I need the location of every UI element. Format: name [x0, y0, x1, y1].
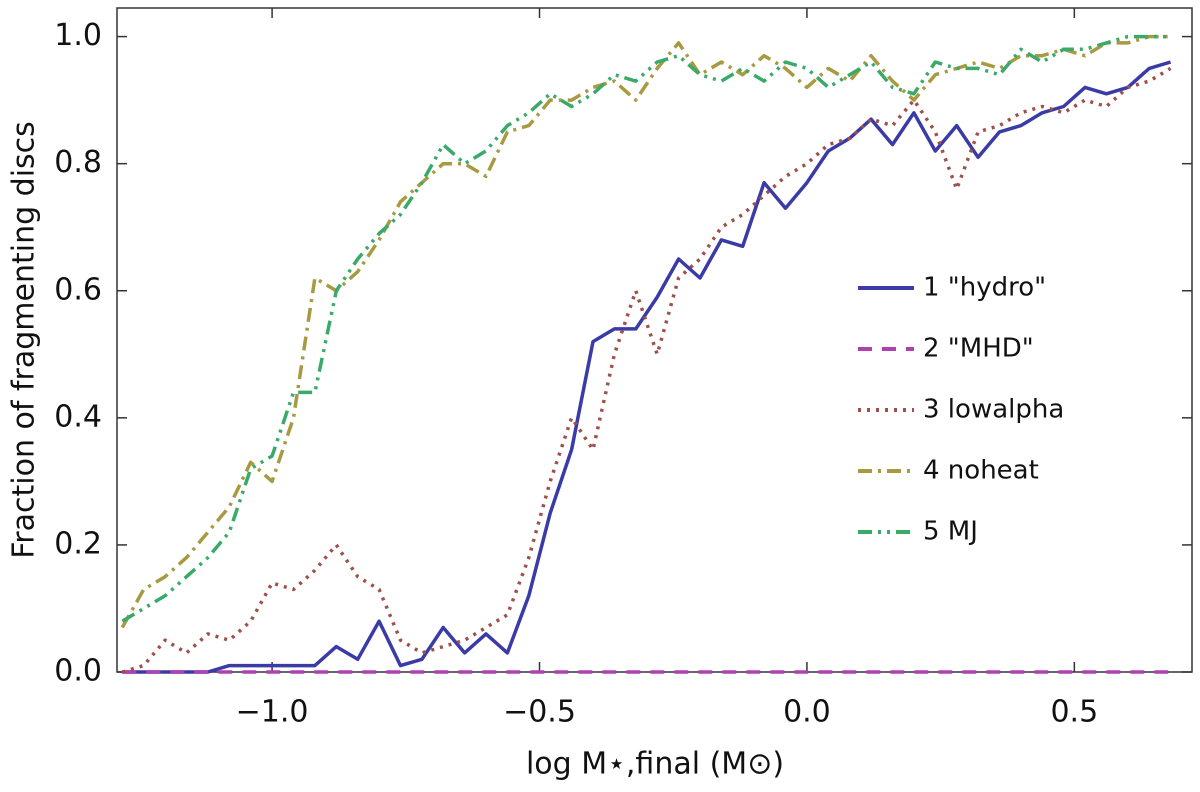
legend-label: 4 noheat [923, 456, 1039, 486]
legend-label: 3 lowalpha [923, 395, 1064, 425]
y-tick-label: 0.4 [54, 399, 102, 434]
series-line [121, 66, 1172, 674]
y-tick-label: 0.8 [54, 145, 102, 180]
legend-label: 2 "MHD" [923, 334, 1034, 364]
legend-label: 1 "hydro" [923, 273, 1046, 303]
y-axis-label: Fraction of fragmenting discs [7, 121, 42, 559]
y-tick-label: 0.2 [54, 526, 102, 561]
series-line [121, 34, 1171, 623]
legend-label: 5 MJ [923, 517, 978, 547]
series-line [120, 34, 1171, 629]
x-tick-label: 0.0 [783, 695, 831, 730]
y-tick-label: 1.0 [54, 18, 102, 53]
series-line [122, 60, 1172, 674]
x-axis-label: log M⋆,final (M⊙) [526, 747, 784, 782]
y-tick-label: 0.0 [54, 654, 102, 689]
x-tick-label: 0.5 [1050, 695, 1098, 730]
x-tick-label: −1.0 [236, 695, 309, 730]
x-tick-label: −0.5 [503, 695, 576, 730]
y-tick-label: 0.6 [54, 272, 102, 307]
